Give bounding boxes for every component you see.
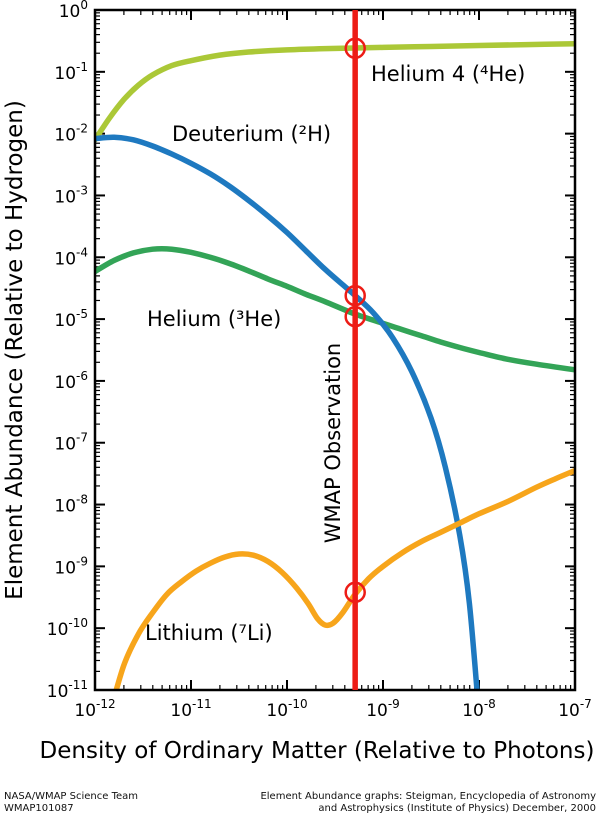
label-deuterium: Deuterium (²H) <box>172 122 331 146</box>
y-tick-label: 10-2 <box>54 122 88 146</box>
plot-frame <box>93 8 577 692</box>
y-tick-label: 10-9 <box>54 554 88 578</box>
x-tick-label: 10-9 <box>366 697 400 721</box>
observation-circle <box>344 284 366 307</box>
y-tick-label: 10-1 <box>54 60 88 84</box>
label-lithium: Lithium (⁷Li) <box>145 621 273 645</box>
y-tick-label: 100 <box>59 0 88 22</box>
x-axis-title: Density of Ordinary Matter (Relative to … <box>40 738 595 764</box>
curve-deuterium <box>95 134 480 690</box>
curve-lithium <box>113 467 575 690</box>
y-tick-label: 10-6 <box>54 369 88 393</box>
observation-circle <box>344 305 366 328</box>
credit-source-line2: and Astrophysics (Institute of Physics) … <box>318 803 596 814</box>
label-helium3: Helium (³He) <box>147 307 281 331</box>
label-helium4: Helium 4 (⁴He) <box>371 62 525 86</box>
y-tick-label: 10-8 <box>54 493 88 517</box>
observation-markers <box>344 37 366 604</box>
x-tick-label: 10-10 <box>266 697 307 721</box>
y-tick-label: 10-4 <box>54 245 88 269</box>
y-tick-label: 10-5 <box>54 307 88 331</box>
x-tick-label: 10-11 <box>170 697 211 721</box>
y-axis-title: Element Abundance (Relative to Hydrogen) <box>2 100 28 600</box>
x-tick-label: 10-7 <box>558 697 592 721</box>
credit-source-line1: Element Abundance graphs: Steigman, Ency… <box>260 791 596 802</box>
x-tick-label: 10-8 <box>462 697 496 721</box>
y-tick-label: 10-3 <box>54 183 88 207</box>
abundance-curves <box>95 40 575 690</box>
curve-helium3 <box>95 246 575 373</box>
y-tick-label: 10-11 <box>47 678 88 702</box>
credit-team: NASA/WMAP Science Team <box>4 791 138 802</box>
curve-helium4 <box>95 40 575 143</box>
y-tick-label: 10-10 <box>47 616 88 640</box>
x-tick-label: 10-12 <box>74 697 115 721</box>
observation-circle <box>344 37 366 60</box>
label-wmap-observation: WMAP Observation <box>321 343 345 543</box>
credit-id: WMAP101087 <box>4 803 74 814</box>
observation-circle <box>344 581 366 604</box>
y-tick-label: 10-7 <box>54 431 88 455</box>
